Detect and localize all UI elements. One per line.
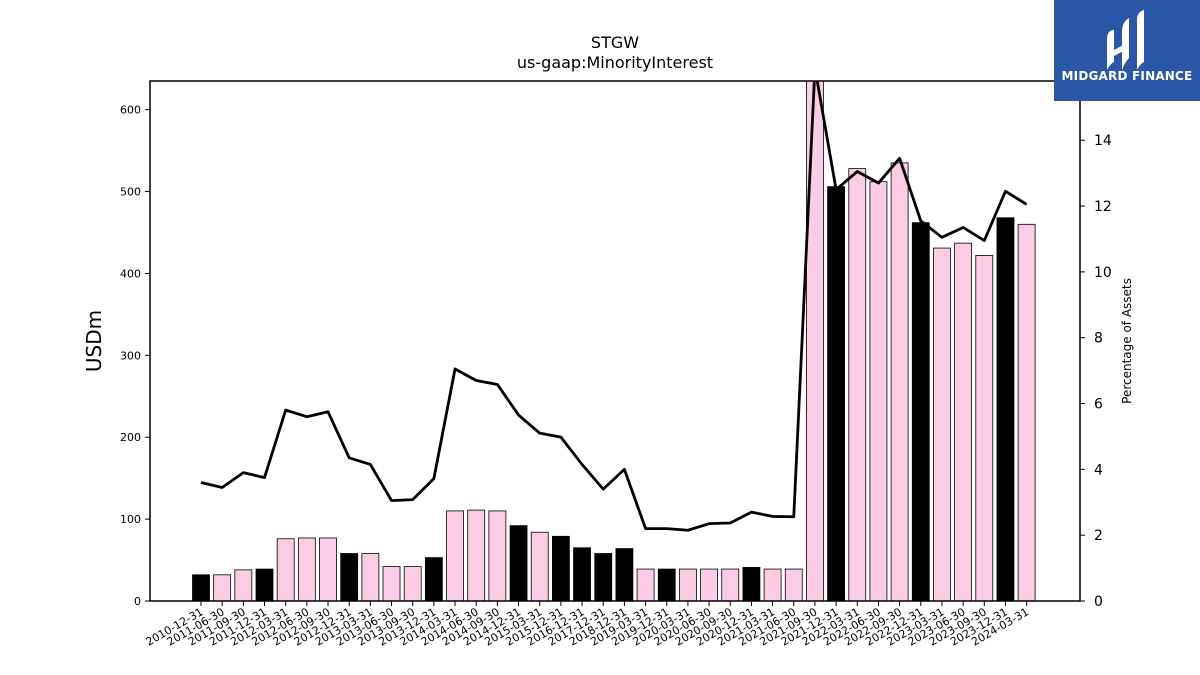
bar	[213, 574, 232, 601]
y-axis-label: USDm	[82, 310, 106, 372]
bar	[192, 574, 210, 601]
bar	[382, 566, 401, 601]
y-tick-label: 0	[134, 595, 141, 608]
bar	[996, 217, 1015, 601]
bar	[615, 548, 634, 601]
y2-tick-label: 14	[1094, 133, 1112, 149]
bar	[340, 553, 359, 601]
bar	[869, 181, 888, 601]
bar	[763, 568, 782, 601]
percentage-line	[200, 81, 1028, 532]
bar	[424, 557, 443, 601]
bar	[446, 510, 464, 601]
bar	[488, 510, 507, 601]
bar	[933, 247, 951, 601]
chart-title: STGW	[591, 33, 639, 52]
bar	[827, 186, 845, 601]
bar	[806, 81, 824, 601]
bar	[255, 568, 274, 601]
y-axis-right: 0 2 4 6 8 10 12 14	[1080, 133, 1112, 610]
bar	[467, 509, 486, 601]
bar	[234, 569, 253, 601]
midgard-logo-icon	[1107, 10, 1144, 70]
x-axis: 2010-12-312011-06-302011-09-302011-12-31…	[144, 601, 1031, 649]
y2-tick-label: 0	[1094, 594, 1103, 610]
bar	[848, 168, 867, 601]
y-tick-label: 500	[120, 186, 141, 199]
bar	[784, 568, 803, 601]
bar	[361, 553, 380, 601]
bar	[551, 535, 570, 601]
plot-frame	[149, 80, 1081, 602]
bar	[700, 568, 718, 601]
bar	[657, 568, 676, 601]
bar	[742, 567, 761, 601]
bar	[594, 553, 613, 601]
y-tick-label: 400	[120, 267, 141, 280]
y-tick-label: 600	[120, 104, 141, 117]
bar-series	[192, 81, 1036, 601]
y2-tick-label: 12	[1094, 199, 1112, 215]
bar	[679, 568, 697, 601]
line-series	[200, 81, 1028, 532]
y2-tick-label: 10	[1094, 265, 1112, 281]
bar	[636, 568, 655, 601]
bar	[721, 568, 740, 601]
chart-subtitle: us-gaap:MinorityInterest	[517, 53, 713, 72]
y-tick-label: 300	[120, 349, 141, 362]
bar	[954, 242, 973, 601]
bar	[911, 222, 930, 601]
bar	[975, 255, 994, 601]
logo: MIDGARD FINANCE	[1054, 0, 1200, 101]
y2-tick-label: 6	[1094, 397, 1103, 413]
bar	[509, 525, 528, 601]
y2-tick-label: 2	[1094, 528, 1103, 544]
logo-text: MIDGARD FINANCE	[1061, 69, 1193, 83]
y-tick-label: 200	[120, 431, 141, 444]
bar	[276, 538, 295, 601]
y-tick-label: 100	[120, 513, 141, 526]
y-axis-left: 0 100 200 300 400 500 600	[120, 104, 150, 608]
bar	[297, 537, 316, 601]
y2-axis-label: Percentage of Assets	[1120, 278, 1134, 404]
y2-tick-label: 8	[1094, 331, 1103, 347]
bar	[530, 531, 549, 601]
bar	[1017, 223, 1036, 601]
bar	[573, 547, 591, 601]
bar	[319, 537, 337, 601]
y2-tick-label: 4	[1094, 462, 1103, 478]
bar	[890, 162, 909, 601]
bar	[403, 566, 422, 601]
